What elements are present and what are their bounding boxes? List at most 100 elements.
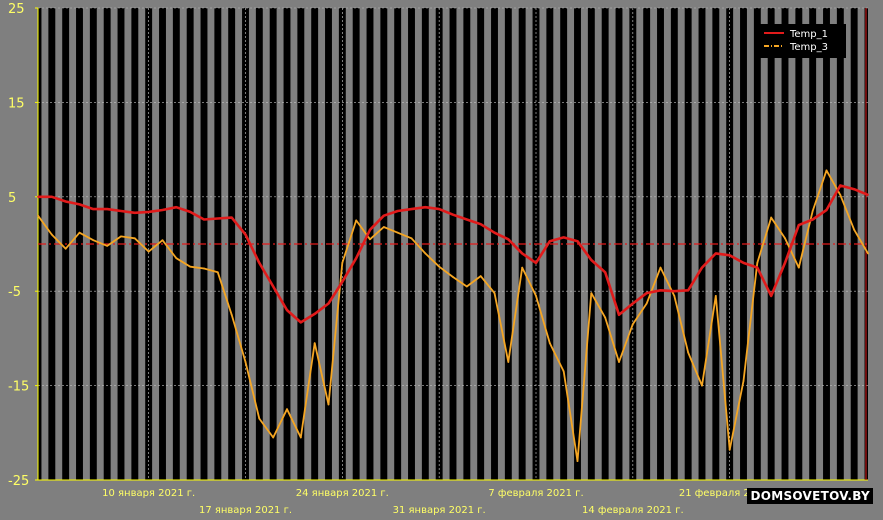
legend: Temp_1 Temp_3 [758, 24, 846, 58]
x-tick-label: 21 февраля 2021 г. [679, 488, 781, 499]
data-point [548, 240, 551, 243]
day-stripe [235, 8, 243, 480]
data-point [645, 292, 648, 294]
data-point [189, 265, 192, 268]
watermark: DOMSOVETOV.BY [747, 488, 873, 504]
data-point [258, 417, 261, 420]
data-point [396, 231, 399, 234]
data-point [189, 211, 192, 213]
data-point [701, 266, 703, 269]
data-point [673, 290, 676, 293]
data-point [37, 214, 39, 217]
data-point [120, 210, 122, 212]
data-point [424, 252, 427, 255]
series-lines [37, 169, 869, 463]
y-axis-ticks: 25 15 5 -5 -15 -25 [8, 2, 38, 489]
data-point [78, 203, 81, 206]
data-point [327, 302, 330, 305]
data-point [493, 292, 496, 294]
data-point [438, 265, 441, 268]
data-point [64, 200, 67, 203]
day-stripe [746, 8, 754, 480]
data-point [811, 218, 814, 221]
day-stripe [816, 8, 824, 480]
data-point [562, 370, 565, 373]
data-point [479, 275, 482, 277]
x-axis-ticks: 10 января 2021 г. 17 января 2021 г. 24 янв… [102, 488, 780, 516]
data-point [64, 247, 67, 250]
data-point [78, 231, 81, 234]
data-point [811, 210, 814, 212]
data-point [853, 228, 856, 231]
data-point [286, 309, 288, 311]
data-point [839, 184, 842, 187]
data-point [382, 214, 385, 217]
data-point [299, 321, 302, 324]
data-point [410, 208, 413, 210]
data-point [396, 210, 399, 212]
x-tick-label: 24 января 2021 г. [296, 488, 389, 499]
data-point [37, 195, 39, 198]
data-point [770, 295, 773, 297]
data-point [133, 237, 136, 240]
data-point [867, 252, 869, 255]
y-tick-label: -25 [8, 474, 29, 489]
data-point [313, 342, 316, 345]
data-point [258, 261, 261, 264]
data-point [604, 271, 607, 274]
data-point [493, 231, 496, 234]
x-tick-label: 10 января 2021 г. [102, 488, 195, 499]
data-point [728, 254, 731, 257]
day-stripe [608, 8, 616, 480]
data-point [687, 289, 690, 292]
day-stripe [802, 8, 810, 480]
data-point [92, 208, 95, 210]
data-point [867, 194, 869, 196]
data-point [147, 250, 150, 253]
day-stripe [428, 8, 436, 480]
x-tick-label: 14 февраля 2021 г. [582, 505, 684, 516]
day-stripe [733, 8, 741, 480]
data-point [825, 169, 828, 172]
data-point [590, 259, 593, 261]
y-tick-label: 5 [8, 191, 16, 206]
data-point [286, 408, 288, 411]
data-point [244, 361, 247, 363]
data-point [438, 208, 441, 210]
data-point [92, 239, 95, 242]
data-point [797, 266, 800, 269]
day-stripe [304, 8, 312, 480]
data-point [590, 292, 593, 294]
data-point [369, 228, 371, 231]
data-point [576, 460, 579, 463]
day-stripe [497, 8, 505, 480]
data-point [784, 237, 786, 240]
data-point [604, 316, 607, 319]
legend-box [758, 24, 846, 58]
data-point [479, 223, 482, 226]
data-point [272, 436, 275, 439]
data-point [673, 295, 676, 297]
data-point [327, 403, 330, 406]
data-point [452, 213, 454, 216]
data-point [770, 216, 773, 219]
data-point [161, 239, 164, 242]
day-stripe [193, 8, 201, 480]
data-point [106, 208, 109, 210]
data-point [341, 280, 344, 283]
data-point [576, 240, 579, 243]
data-point [687, 351, 690, 354]
data-point [175, 206, 178, 209]
data-point [507, 361, 510, 363]
data-point [382, 226, 385, 228]
day-stripe [290, 8, 298, 480]
data-point [825, 209, 828, 211]
data-point [756, 266, 759, 269]
data-point [728, 448, 731, 451]
day-stripe [442, 8, 450, 480]
y-tick-label: 25 [8, 2, 25, 17]
data-point [756, 261, 759, 264]
data-point [50, 233, 53, 236]
data-point [465, 285, 468, 288]
